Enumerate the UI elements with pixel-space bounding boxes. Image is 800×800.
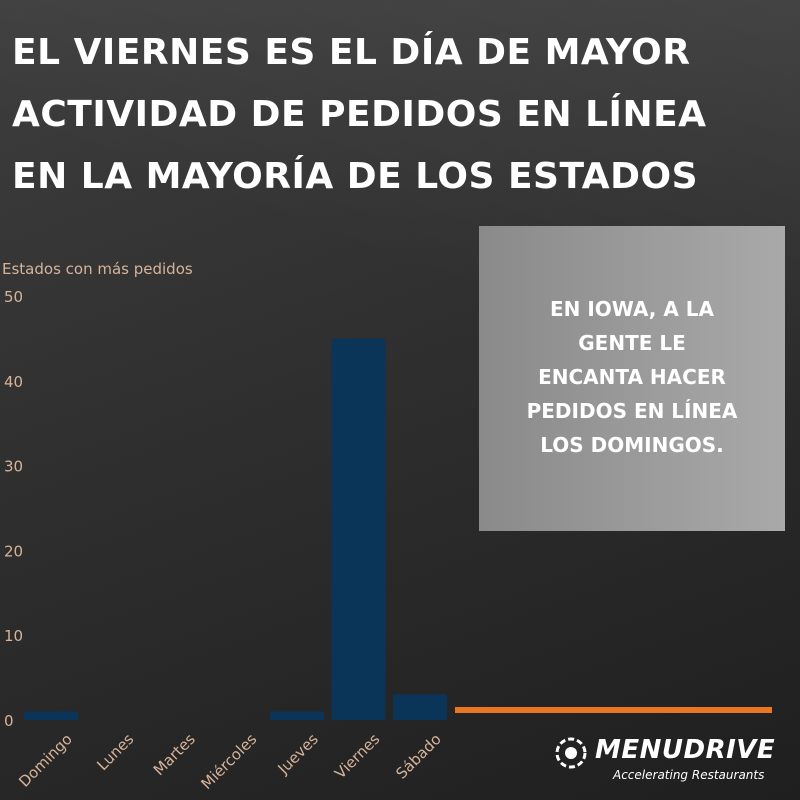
x-tick-label: Jueves bbox=[274, 730, 322, 778]
brand-logo: MENUDRIVE Accelerating Restaurants bbox=[555, 733, 785, 788]
y-tick-label: 0 bbox=[4, 712, 14, 730]
y-tick-label: 30 bbox=[4, 458, 23, 476]
bar bbox=[270, 711, 324, 720]
title-line: ACTIVIDAD DE PEDIDOS EN LÍNEA bbox=[12, 94, 707, 135]
title-line: EL VIERNES ES EL DÍA DE MAYOR bbox=[12, 32, 691, 73]
menudrive-logo-icon bbox=[555, 737, 587, 769]
x-tick-label: Martes bbox=[150, 730, 199, 779]
x-tick-label: Domingo bbox=[15, 730, 76, 791]
y-axis-ticks: 0 10 20 30 40 50 bbox=[4, 288, 23, 730]
bar bbox=[24, 711, 78, 720]
x-tick-label: Miércoles bbox=[198, 730, 261, 793]
bars bbox=[24, 338, 447, 720]
x-tick-label: Viernes bbox=[331, 730, 383, 782]
callout-line: EN IOWA, A LA bbox=[549, 297, 715, 321]
callout-box: EN IOWA, A LA GENTE LE ENCANTA HACER PED… bbox=[479, 226, 785, 531]
brand-tagline: Accelerating Restaurants bbox=[613, 768, 765, 782]
y-tick-label: 50 bbox=[4, 288, 23, 306]
bar bbox=[331, 338, 386, 720]
brand-name: MENUDRIVE bbox=[595, 735, 776, 765]
y-tick-label: 10 bbox=[4, 627, 23, 645]
x-tick-label: Lunes bbox=[93, 730, 137, 774]
page-title: EL VIERNES ES EL DÍA DE MAYOR ACTIVIDAD … bbox=[12, 22, 792, 208]
callout-line: GENTE LE bbox=[578, 331, 686, 355]
y-tick-label: 20 bbox=[4, 542, 23, 560]
x-tick-label: Sábado bbox=[392, 730, 444, 782]
callout-line: ENCANTA HACER bbox=[538, 365, 726, 389]
title-line: EN LA MAYORÍA DE LOS ESTADOS bbox=[12, 156, 699, 197]
y-tick-label: 40 bbox=[4, 373, 23, 391]
callout-line: LOS DOMINGOS. bbox=[540, 433, 724, 457]
bar bbox=[393, 694, 447, 720]
y-axis-label: Estados con más pedidos bbox=[2, 260, 193, 278]
accent-line bbox=[455, 707, 772, 713]
callout-line: PEDIDOS EN LÍNEA bbox=[526, 399, 738, 423]
